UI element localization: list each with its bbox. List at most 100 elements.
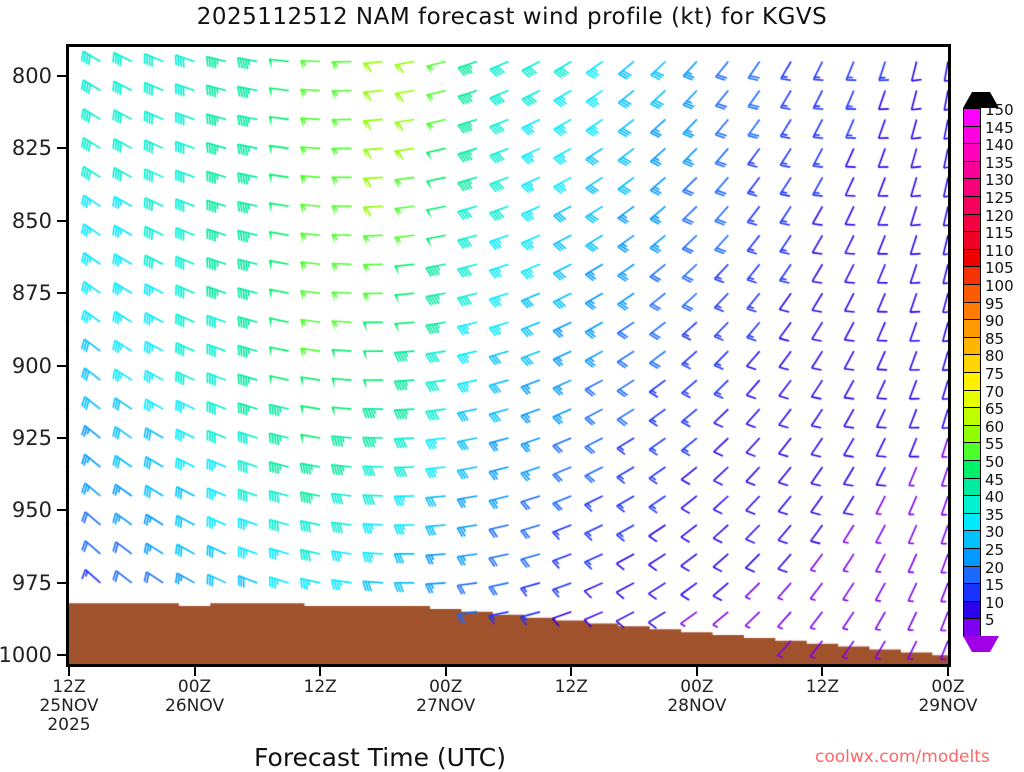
colorbar-swatch — [963, 301, 981, 321]
colorbar-tick-label: 125 — [985, 189, 1014, 207]
colorbar-swatch — [963, 512, 981, 532]
colorbar-swatch — [963, 125, 981, 145]
y-axis-tick-mark — [57, 219, 66, 222]
x-axis-tick-label: 00Z 27NOV — [416, 678, 475, 716]
y-axis-tick-label: 850 — [11, 208, 52, 233]
colorbar-swatch — [963, 442, 981, 461]
colorbar-swatch — [963, 477, 981, 497]
wind-barb-layer — [69, 47, 948, 664]
colorbar-tick-label: 50 — [985, 453, 1005, 471]
wind-speed-colorbar: 150 145 140 135 130 125 120 115 110 105 100 95 90 85 8… — [955, 86, 1024, 662]
x-axis-tick-label: 12Z — [806, 678, 839, 697]
colorbar-tick-label: 120 — [985, 206, 1014, 225]
colorbar-swatch — [963, 460, 981, 479]
colorbar-tick-label: 40 — [985, 488, 1005, 507]
colorbar-tick-label: 100 — [985, 277, 1014, 295]
x-tick-day: 26NOV — [165, 696, 225, 716]
colorbar-swatch — [963, 495, 981, 514]
colorbar-tick-label: 105 — [985, 259, 1014, 278]
colorbar-tick-label: 80 — [985, 347, 1005, 366]
colorbar-under-arrow — [963, 636, 999, 652]
x-tick-hour: 12Z — [303, 677, 337, 697]
y-axis-tick-mark — [57, 654, 66, 657]
colorbar-tick-label: 70 — [985, 382, 1005, 401]
colorbar-swatch — [963, 372, 981, 391]
colorbar-swatch — [963, 196, 981, 215]
colorbar-tick-label: 65 — [985, 400, 1005, 419]
x-axis-tick-label: 12Z — [555, 678, 588, 697]
colorbar-swatch — [963, 160, 981, 180]
y-axis-tick-label: 900 — [11, 353, 52, 378]
colorbar-over-arrow — [963, 92, 999, 108]
x-axis-tick-mark — [444, 667, 447, 676]
x-axis-tick-mark — [319, 667, 322, 676]
x-tick-hour: 12Z — [554, 677, 588, 697]
colorbar-tick-label: 25 — [985, 541, 1005, 559]
y-axis-tick-label: 875 — [11, 281, 52, 306]
colorbar-swatch — [963, 178, 981, 197]
y-axis-tick-mark — [57, 74, 66, 77]
x-tick-hour: 00Z — [177, 677, 212, 697]
colorbar-tick-label: 150 — [985, 101, 1014, 119]
x-axis-tick-mark — [570, 667, 573, 676]
y-axis-tick-label: 975 — [11, 570, 52, 595]
x-tick-day: 29NOV — [918, 696, 978, 716]
x-axis-tick-mark — [695, 667, 698, 676]
x-axis-tick-mark — [193, 667, 196, 676]
x-tick-day: 25NOV — [39, 696, 99, 716]
x-tick-hour: 00Z — [931, 677, 965, 697]
x-axis-tick-label: 12Z — [304, 678, 337, 697]
colorbar-tick-label: 35 — [985, 505, 1005, 524]
colorbar-tick-label: 135 — [985, 153, 1014, 172]
colorbar-swatch — [963, 354, 981, 373]
y-axis-tick-mark — [57, 147, 66, 150]
colorbar-swatch — [963, 231, 981, 250]
colorbar-swatch — [963, 565, 981, 585]
y-axis-tick-mark — [57, 509, 66, 512]
wind-profile-plot — [66, 44, 951, 667]
colorbar-tick-label: 5 — [985, 611, 995, 630]
x-axis-tick-label: 00Z 29NOV — [918, 678, 977, 716]
colorbar-tick-label: 140 — [985, 136, 1014, 155]
x-tick-day: 27NOV — [416, 696, 476, 716]
x-axis-tick-mark — [68, 667, 70, 676]
colorbar-swatch — [963, 407, 981, 426]
x-tick-day: 28NOV — [667, 696, 727, 716]
y-axis-tick-label: 800 — [11, 63, 52, 88]
x-axis-tick-mark — [821, 667, 824, 676]
colorbar-swatch — [963, 284, 981, 303]
colorbar-swatch — [963, 143, 981, 162]
colorbar-swatch — [963, 389, 981, 409]
x-tick-hour: 00Z — [680, 677, 714, 697]
colorbar-tick-label: 75 — [985, 365, 1005, 383]
x-axis-tick-label: 00Z 26NOV — [165, 678, 224, 716]
x-axis-tick-mark — [947, 667, 949, 676]
watermark: coolwx.com/modelts — [815, 747, 990, 767]
x-tick-hour: 12Z — [805, 677, 840, 697]
colorbar-tick-label: 90 — [985, 312, 1005, 331]
x-tick-year: 2025 — [47, 715, 91, 735]
y-axis-tick-mark — [57, 292, 66, 295]
colorbar-swatch — [963, 248, 981, 268]
colorbar-swatch — [963, 530, 981, 549]
y-axis-tick-label: 825 — [11, 136, 52, 161]
colorbar-tick-label: 45 — [985, 470, 1005, 489]
colorbar-swatch — [963, 424, 981, 444]
colorbar-swatch — [963, 108, 981, 127]
colorbar-tick-label: 110 — [985, 241, 1014, 260]
colorbar-tick-label: 130 — [985, 171, 1014, 190]
x-axis-tick-label: 12Z 25NOV 2025 — [39, 678, 98, 735]
colorbar-swatch — [963, 336, 981, 356]
colorbar-tick-label: 95 — [985, 294, 1005, 313]
colorbar-swatch — [963, 618, 981, 637]
colorbar-swatch — [963, 266, 981, 285]
x-axis-tick-label: 00Z 28NOV — [667, 678, 726, 716]
colorbar-swatch — [963, 600, 981, 620]
y-axis: 800 825 850 875 900 925 950 975 1000 — [0, 0, 66, 768]
y-axis-tick-label: 925 — [11, 426, 52, 451]
y-axis-tick-mark — [57, 364, 66, 367]
colorbar-swatch — [963, 583, 981, 602]
y-axis-tick-label: 1000 — [0, 643, 52, 668]
y-axis-tick-mark — [57, 437, 66, 440]
colorbar-tick-label: 145 — [985, 118, 1014, 137]
